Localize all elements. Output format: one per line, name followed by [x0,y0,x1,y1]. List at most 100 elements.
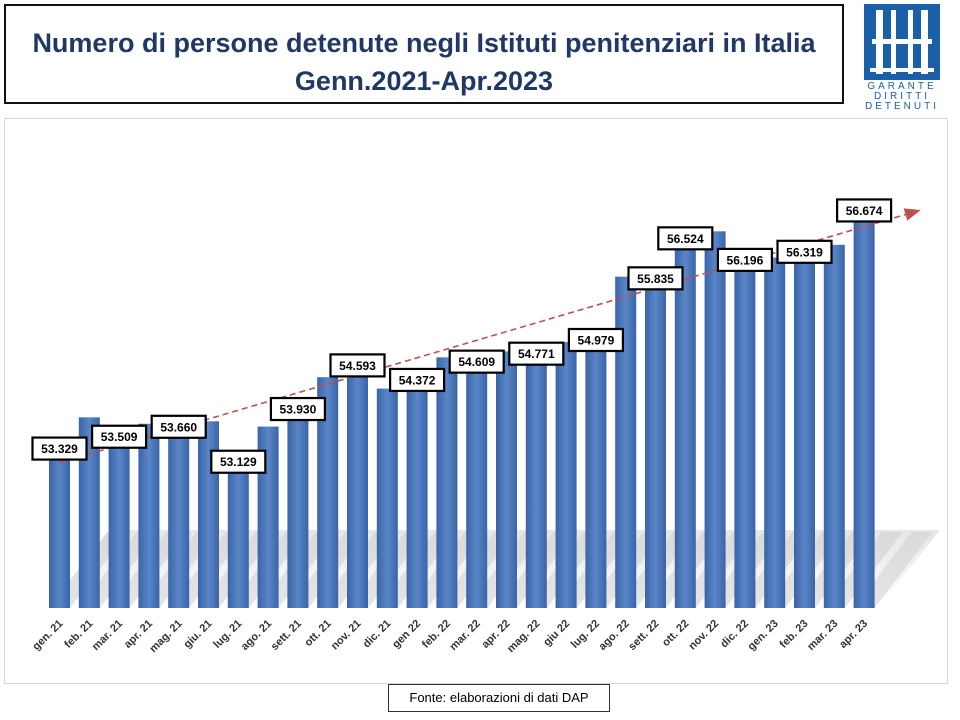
bar-25 [794,244,815,608]
x-tick-label: mar. 23 [805,618,840,653]
data-label-box [269,396,326,422]
bar-22 [704,231,726,609]
building-columns-icon [864,4,940,80]
data-label-text: 53.660 [160,420,197,434]
bar-9 [317,377,339,608]
logo-text-1: GARANTE [867,81,937,92]
data-label-box [508,341,565,366]
data-label-text: 54.609 [458,355,495,369]
data-label-box [329,353,386,378]
data-label-box [776,239,833,264]
data-label-box [657,226,714,251]
x-tick-label: giu. 21 [181,618,214,651]
bar-20 [645,271,666,608]
data-label: 56.196 [716,247,774,273]
x-tick-label: sett. 22 [626,618,661,653]
bar-15 [496,351,517,608]
data-label-text: 53.329 [41,442,78,456]
bar-2 [108,429,130,608]
bar-12 [406,372,428,608]
bar-21 [674,231,696,609]
x-tick-label: nov. 22 [687,618,722,653]
logo-text-3: DETENUTI [865,101,939,112]
data-label-box [716,247,774,273]
data-label: 53.930 [269,396,326,422]
data-label-box [31,436,88,461]
data-label-box [627,266,684,291]
data-label: 56.674 [835,198,893,223]
data-label: 54.593 [329,353,386,378]
x-tick-label: giu 22 [541,618,572,649]
bar-26 [823,244,845,608]
bar-16 [525,346,547,608]
data-label: 53.509 [90,424,148,449]
data-label-box [210,449,267,474]
bar-5 [198,421,219,608]
bar-8 [287,402,309,608]
bar-10 [347,358,368,608]
bar-1 [78,417,100,608]
x-tick-label: mar. 21 [90,618,125,653]
bar-19 [615,276,637,608]
data-label-text: 54.979 [578,333,615,347]
x-tick-label: gen. 21 [30,618,65,653]
data-label-text: 56.319 [786,245,823,259]
x-tick-label: nov. 21 [329,618,364,653]
x-tick-label: mag. 22 [505,618,542,655]
data-label: 54.609 [448,349,505,374]
chart-title-line2: Genn.2021-Apr.2023 [294,66,554,96]
data-label-text: 56.524 [667,232,704,246]
data-label-text: 54.771 [518,347,555,361]
bar-24 [764,257,786,608]
bar-18 [585,332,607,608]
x-tick-label: dic. 21 [361,618,394,651]
data-label: 56.319 [776,239,833,264]
data-label-box [90,424,148,449]
logo-text-2: DIRITTI [874,91,930,102]
data-label: 55.835 [627,266,684,291]
data-label: 53.129 [210,449,267,474]
bar-13 [436,357,458,608]
bar-27 [853,221,875,609]
bar-17 [555,342,577,608]
bar-6 [227,454,249,608]
x-tick-label: sett. 21 [269,618,304,653]
data-label-box [835,198,893,223]
x-tick-label: gen. 23 [746,618,781,653]
data-label: 54.372 [389,367,446,393]
data-label-text: 53.509 [101,430,138,444]
data-label: 54.771 [508,341,565,366]
chart-title-line1: Numero di persone detenute negli Istitut… [32,28,816,58]
x-tick-label: gen 22 [390,618,423,651]
x-tick-label: mar. 22 [448,618,483,653]
data-label-text: 53.930 [280,403,317,417]
data-label: 54.979 [567,327,625,353]
data-label: 53.329 [31,436,88,461]
data-label-text: 53.129 [220,455,257,469]
data-label-text: 56.196 [727,253,764,267]
x-tick-label: ago. 22 [597,618,632,653]
data-label-text: 54.593 [339,359,376,373]
x-tick-label: ago. 21 [239,618,274,653]
bar-4 [168,419,190,608]
data-label: 53.660 [150,414,207,439]
data-label-box [150,414,207,439]
x-tick-label: mag. 21 [147,618,184,655]
data-label-box [448,349,505,374]
data-label-text: 54.372 [399,373,436,387]
data-label-text: 55.835 [637,272,674,286]
title-box: Numero di persone detenute negli Istitut… [4,4,844,104]
bar-11 [376,388,398,608]
bar-14 [466,354,488,608]
data-label: 56.524 [657,226,714,251]
data-label-text: 56.674 [846,204,883,218]
data-label-box [389,367,446,393]
data-label-box [567,327,625,353]
garante-logo: GARANTE DIRITTI DETENUTI [862,2,942,112]
trend-line [59,208,921,464]
x-tick-label: apr. 23 [837,618,870,651]
bar-0 [49,441,70,608]
source-note: Fonte: elaborazioni di dati DAP [388,684,610,712]
bar-23 [734,252,756,608]
